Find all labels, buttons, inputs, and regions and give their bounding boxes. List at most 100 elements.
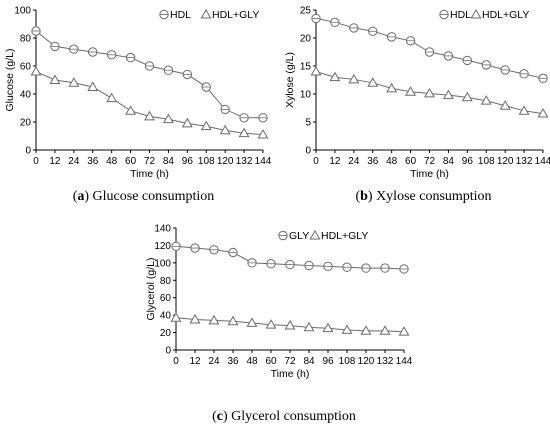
- chart-b-series-1-point: [405, 86, 417, 96]
- chart-c-y-tick-label: 80: [160, 276, 172, 287]
- chart-b-x-tick-label: 36: [367, 156, 379, 167]
- chart-a-y-tick-label: 20: [20, 118, 32, 129]
- chart-b-x-tick-label: 72: [424, 156, 436, 167]
- chart-c-x-tick-label: 36: [227, 356, 239, 367]
- chart-a-x-tick-label: 36: [87, 156, 99, 167]
- chart-a-y-tick-label: 80: [20, 34, 32, 45]
- chart-b-y-tick-label: 10: [300, 90, 312, 101]
- chart-c-x-axis-title: Time (h): [271, 368, 310, 380]
- chart-c-series-1-point: [322, 322, 334, 333]
- chart-c-x-tick-label: 120: [358, 356, 375, 367]
- chart-b-y-tick-label: 25: [300, 6, 312, 17]
- chart-a-legend-marker-1: [200, 8, 212, 19]
- chart-a-series-1-line: [35, 71, 264, 136]
- chart-c-legend-marker-1: [309, 229, 321, 240]
- chart-b-series-1-point: [518, 105, 530, 115]
- chart-a-y-tick-label: 40: [20, 90, 32, 101]
- chart-a-series-1-point: [106, 92, 118, 103]
- chart-b-series-1-point: [424, 87, 435, 98]
- chart-a-series-1-point: [87, 81, 99, 91]
- chart-a-x-axis-title: Time (h): [130, 168, 169, 180]
- chart-a-series-1-point: [181, 117, 193, 128]
- chart-a-x-tick-label: 72: [144, 156, 156, 167]
- chart-a-y-tick-label: 60: [20, 62, 32, 73]
- chart-c-series-1-point: [398, 326, 410, 336]
- chart-c-legend-label-0: GLY: [289, 230, 309, 242]
- chart-c-y-tick-label: 20: [160, 328, 172, 339]
- chart-a-x-tick-label: 48: [106, 156, 118, 167]
- chart-c-y-tick-label: 120: [154, 241, 171, 252]
- chart-b-legend-label-1: HDL+GLY: [482, 9, 529, 21]
- chart-a-x-tick-label: 108: [198, 156, 215, 167]
- chart-a-x-tick-label: 120: [217, 156, 234, 167]
- chart-b-series-1-point: [329, 71, 341, 82]
- chart-b-series-1-point: [348, 73, 360, 84]
- chart-a-y-tick-label: 100: [14, 6, 31, 17]
- chart-c-x-tick-label: 72: [284, 356, 296, 367]
- chart-a-x-tick-label: 60: [125, 156, 137, 167]
- chart-a-x-tick-label: 96: [182, 156, 194, 167]
- chart-c-x-tick-label: 96: [322, 356, 334, 367]
- chart-a-x-tick-label: 24: [68, 156, 80, 167]
- chart-a-x-tick-label: 132: [236, 156, 253, 167]
- chart-b-series-1-point: [461, 91, 473, 102]
- chart-a-series-0-line: [35, 30, 263, 119]
- chart-c-caption: (c) Glycerol consumption: [212, 409, 356, 424]
- chart-b-y-tick-label: 0: [305, 146, 311, 157]
- chart-a-series-1-point: [162, 113, 174, 124]
- chart-c-y-tick-label: 60: [160, 293, 172, 304]
- chart-c-x-tick-label: 132: [377, 356, 394, 367]
- chart-b-x-tick-label: 144: [535, 156, 550, 167]
- chart-a-y-axis-title: Glucose (g/L): [4, 48, 16, 111]
- chart-a-x-tick-label: 144: [255, 156, 272, 167]
- chart-c-x-tick-label: 108: [339, 356, 356, 367]
- chart-c-series-1-point: [227, 315, 239, 326]
- chart-c-series-1-point: [284, 319, 296, 330]
- chart-b-series-1-point: [367, 77, 379, 87]
- chart-b-x-tick-label: 24: [348, 156, 360, 167]
- chart-a-series-1-point: [30, 65, 42, 76]
- chart-a-legend-label-1: HDL+GLY: [212, 9, 259, 21]
- chart-a-series-1-point: [219, 124, 231, 135]
- chart-a-legend: HDL HDL+GLY: [159, 8, 259, 21]
- chart-b-y-tick-label: 20: [300, 34, 312, 45]
- chart-b-x-tick-label: 132: [516, 156, 533, 167]
- chart-a-x-tick-label: 84: [163, 156, 175, 167]
- chart-c-y-tick-label: 0: [165, 346, 171, 357]
- chart-b-series-1-point: [386, 82, 398, 93]
- chart-a-caption: (a) Glucose consumption: [73, 189, 215, 204]
- chart-c-y-axis-title: Glycerol (g/L): [145, 257, 157, 320]
- chart-a-y-tick-label: 0: [25, 146, 31, 157]
- chart-b-caption: (b) Xylose consumption: [355, 189, 491, 204]
- chart-c-series-1-point: [265, 319, 277, 329]
- chart-c: 0 12 24 36 48 60 72 84 96 108 120 132 14402040608010…: [145, 224, 413, 425]
- chart-a-x-tick-label: 0: [33, 156, 39, 167]
- chart-b-y-tick-label: 15: [300, 62, 312, 73]
- chart-b-x-tick-label: 108: [478, 156, 495, 167]
- chart-b-series-1-point: [499, 100, 511, 110]
- chart-b-x-axis-title: Time (h): [410, 168, 449, 180]
- chart-b-series-1-point: [537, 107, 549, 118]
- chart-c-x-tick-label: 0: [173, 356, 179, 367]
- chart-a-series-1-point: [238, 127, 250, 138]
- chart-c-series-1-point: [189, 313, 201, 324]
- chart-b-series-1-point: [442, 89, 454, 100]
- chart-b-x-tick-label: 12: [329, 156, 341, 167]
- chart-c-legend-label-1: HDL+GLY: [321, 230, 368, 242]
- chart-b-legend: HDL HDL+GLY: [439, 8, 529, 21]
- chart-b-y-axis-title: Xylose (g/L): [284, 52, 296, 108]
- chart-a-series-1-point: [144, 110, 155, 121]
- chart-c-series-1-point: [246, 317, 258, 327]
- chart-b-series-1-point: [480, 95, 492, 105]
- chart-b: 0 12 24 36 48 60 72 84 96 108 120 132 144 0 5 10 15 20 25 T…: [284, 6, 550, 205]
- chart-c-series-1-point: [379, 325, 391, 335]
- chart-c-series-1-point: [170, 312, 182, 322]
- chart-c-x-tick-label: 60: [265, 356, 277, 367]
- chart-b-x-tick-label: 48: [386, 156, 398, 167]
- chart-c-x-tick-label: 144: [396, 356, 413, 367]
- chart-b-legend-label-0: HDL: [450, 9, 471, 21]
- chart-c-legend: GLY HDL+GLY: [278, 229, 368, 242]
- chart-a: 0 12 24 36 48 60 72 84 96 108 120 132 144 0 20 40 60 80 10…: [4, 6, 272, 205]
- chart-c-x-tick-label: 24: [208, 356, 220, 367]
